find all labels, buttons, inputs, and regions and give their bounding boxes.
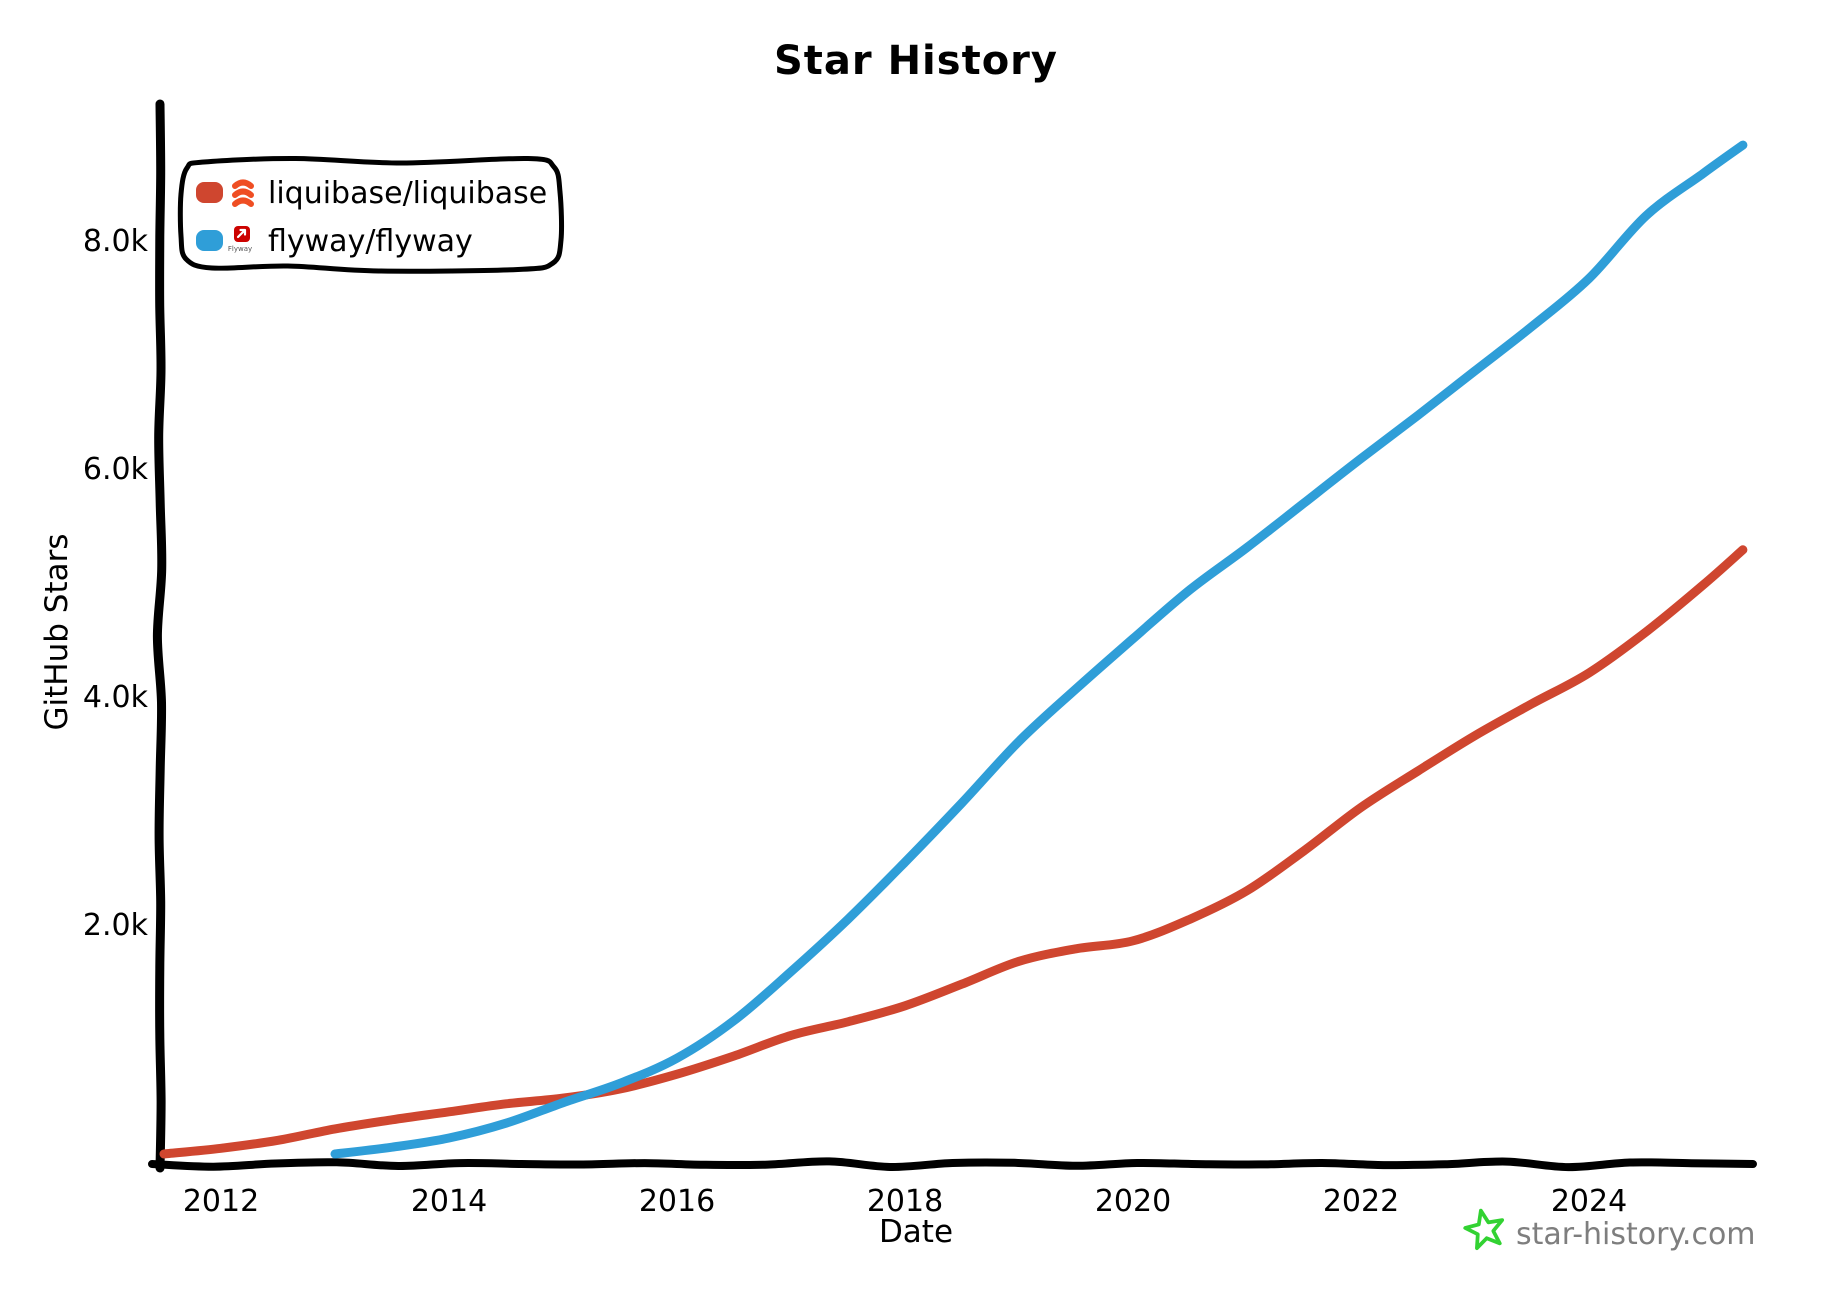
flyway-color-swatch bbox=[196, 230, 223, 251]
y-tick-label-6.0k: 6.0k bbox=[82, 452, 148, 487]
flyway-icon bbox=[233, 225, 251, 247]
legend: liquibase/liquibase Flyway flyway/flyway bbox=[182, 160, 560, 268]
flyway-line bbox=[330, 140, 1748, 1159]
legend-label-flyway: flyway/flyway bbox=[268, 224, 473, 259]
y-axis-line bbox=[152, 99, 167, 1173]
liquibase-logo-icon bbox=[231, 178, 255, 214]
watermark-text: star-history.com bbox=[1516, 1217, 1756, 1252]
x-tick-label-2020: 2020 bbox=[1094, 1184, 1172, 1219]
legend-item-liquibase: liquibase/liquibase bbox=[182, 176, 560, 220]
y-tick-label-4.0k: 4.0k bbox=[82, 680, 148, 715]
legend-frame bbox=[177, 155, 565, 274]
x-tick-label-2018: 2018 bbox=[866, 1184, 944, 1219]
legend-item-flyway: Flyway flyway/flyway bbox=[182, 224, 560, 268]
x-tick-label-2022: 2022 bbox=[1322, 1184, 1400, 1219]
chart-title-text: Star History bbox=[774, 38, 1058, 84]
x-tick-label-2014: 2014 bbox=[410, 1184, 488, 1219]
liquibase-line bbox=[159, 545, 1748, 1159]
legend-label-liquibase: liquibase/liquibase bbox=[268, 176, 548, 211]
y-tick-label-8.0k: 8.0k bbox=[82, 224, 148, 259]
liquibase-color-swatch bbox=[196, 182, 223, 203]
page-title: Star History bbox=[0, 38, 1832, 84]
x-tick-label-2012: 2012 bbox=[182, 1184, 260, 1219]
star-icon bbox=[1462, 1205, 1508, 1257]
flyway-logo-caption: Flyway bbox=[227, 245, 253, 253]
x-tick-label-2016: 2016 bbox=[638, 1184, 716, 1219]
x-tick-label-2024: 2024 bbox=[1550, 1184, 1628, 1219]
x-axis-line bbox=[148, 1157, 1757, 1172]
x-axis-label: Date bbox=[878, 1214, 954, 1250]
y-tick-label-2.0k: 2.0k bbox=[82, 908, 148, 943]
